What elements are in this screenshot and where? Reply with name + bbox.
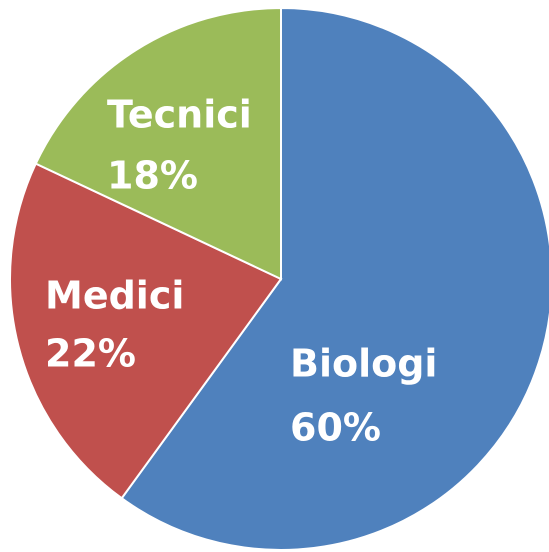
slice-label: Medici bbox=[45, 274, 184, 318]
pie-slice bbox=[120, 6, 549, 551]
slice-value-label: 22% bbox=[45, 332, 136, 376]
slice-value-label: 18% bbox=[107, 154, 198, 198]
slice-label: Biologi bbox=[290, 342, 437, 386]
slice-value-label: 60% bbox=[290, 406, 381, 450]
slice-label: Tecnici bbox=[107, 93, 252, 137]
pie-slice bbox=[34, 6, 282, 281]
